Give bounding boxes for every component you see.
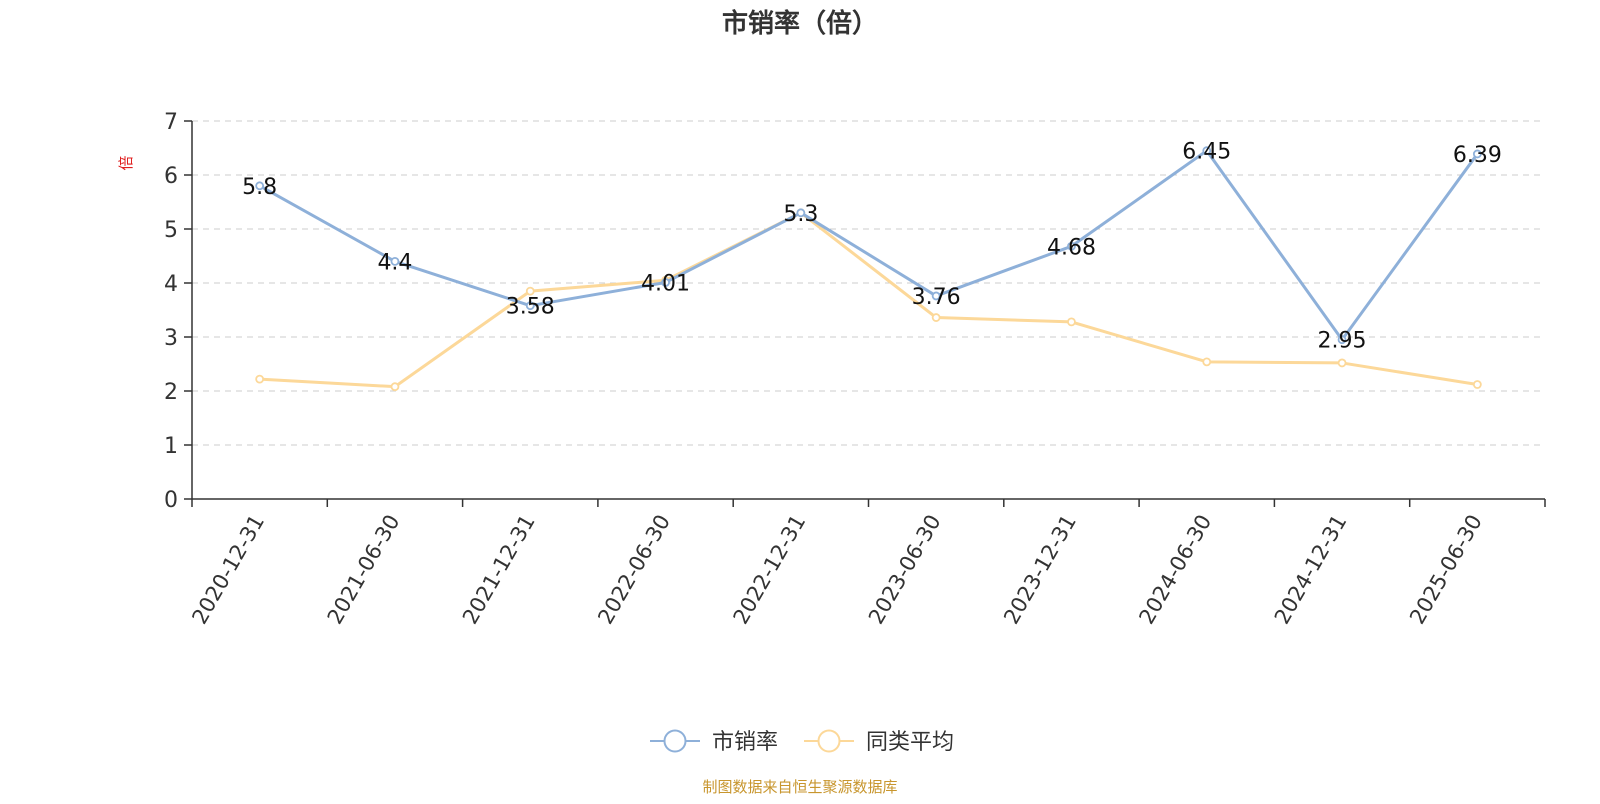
data-point[interactable] [390,382,400,392]
data-point[interactable] [1472,380,1482,389]
x-tick-label: 2023-06-30 [864,511,946,629]
y-tick-label: 3 [164,326,178,351]
x-tick-label: 2021-12-31 [458,511,540,629]
axes [184,120,1546,507]
x-tick-label: 2023-12-31 [999,511,1081,629]
x-tick-label: 2025-06-30 [1405,511,1487,629]
data-label: 4.68 [1047,235,1096,260]
data-label: 4.4 [377,250,412,275]
series-line-1 [259,211,1478,389]
series-line-0 [258,149,1479,342]
x-tick-label: 2022-12-31 [729,511,811,629]
y-tick-label: 7 [164,110,178,135]
legend-swatch-marker [817,729,841,753]
y-tick-label: 2 [164,380,178,405]
data-label: 4.01 [641,271,690,296]
source-note: 制图数据来自恒生聚源数据库 [702,778,897,796]
data-point[interactable] [525,301,535,311]
data-point[interactable] [1337,335,1347,345]
x-tick-label: 2020-12-31 [187,511,269,629]
y-tick-labels: 0 1 2 3 4 5 6 7 [164,110,178,513]
legend-label: 同类平均 [866,730,954,755]
data-point[interactable] [1337,358,1347,368]
data-label: 3.58 [506,295,555,320]
data-labels: 5.8 4.4 3.58 4.01 5.3 3.76 4.68 6.45 2.95 6.39 [242,140,1502,354]
y-axis-label: 倍 [117,155,135,170]
y-tick-label: 1 [164,434,178,459]
y-tick-label: 6 [164,164,178,189]
data-label: 6.45 [1182,140,1231,165]
data-point[interactable] [1202,357,1212,367]
data-point[interactable] [796,208,806,218]
chart-title: 市销率（倍） [722,8,878,39]
data-point[interactable] [255,374,265,384]
x-tick-label: 2021-06-30 [323,511,405,629]
y-tick-label: 5 [164,218,178,243]
data-point[interactable] [931,313,941,322]
data-label: 2.95 [1318,329,1367,354]
data-point[interactable] [390,256,400,266]
data-point[interactable] [1472,149,1482,159]
data-point[interactable] [1202,146,1212,156]
series-layer [255,146,1482,392]
y-tick-label: 0 [164,488,178,513]
x-tick-label: 2024-06-30 [1134,511,1216,629]
data-point[interactable] [1067,317,1076,327]
data-label: 3.76 [912,285,961,310]
x-tick-label: 2024-12-31 [1270,511,1352,629]
x-tick-label: 2022-06-30 [593,511,675,629]
data-point[interactable] [1067,241,1076,251]
legend-swatch-marker [663,729,687,753]
legend[interactable]: 市销率 同类平均 [650,729,954,755]
legend-label: 市销率 [712,730,778,755]
data-label: 6.39 [1453,143,1502,168]
grid-lines [192,120,1545,446]
data-point[interactable] [525,286,535,296]
x-tick-labels: 2020-12-31 2021-06-30 2021-12-31 2022-06-30… [187,511,1487,629]
data-point[interactable] [931,291,941,301]
legend-item-0[interactable]: 市销率 [650,729,778,755]
data-point[interactable] [255,181,265,191]
data-point[interactable] [661,278,670,287]
y-tick-label: 4 [164,272,178,297]
data-label: 5.3 [783,202,818,227]
legend-item-1[interactable]: 同类平均 [804,729,954,755]
data-label: 5.8 [242,175,277,200]
